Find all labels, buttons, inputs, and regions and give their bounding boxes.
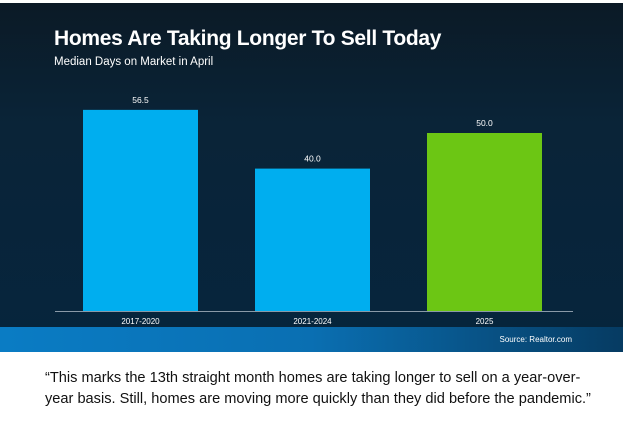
data-label: 40.0: [304, 154, 321, 164]
bar-2017-2020: [83, 109, 198, 311]
x-tick-label: 2017-2020: [121, 317, 160, 326]
chart-graphic: Homes Are Taking Longer To Sell Today Me…: [0, 3, 623, 352]
source-label: Source: Realtor.com: [499, 335, 572, 344]
x-tick-label: 2021-2024: [293, 317, 332, 326]
chart-subtitle: Median Days on Market in April: [54, 56, 214, 68]
bar-2025: [427, 133, 542, 311]
bar-2021-2024: [255, 168, 370, 311]
data-label: 50.0: [476, 118, 493, 128]
chart-title: Homes Are Taking Longer To Sell Today: [54, 27, 442, 50]
data-label: 56.5: [132, 95, 149, 105]
source-band: Source: Realtor.com: [0, 327, 623, 352]
quote-text: “This marks the 13th straight month home…: [45, 370, 591, 407]
x-tick-label: 2025: [476, 317, 494, 326]
bar-plot: 56.5 2017-2020 40.0 2021-2024 50.0 2025: [55, 95, 573, 326]
